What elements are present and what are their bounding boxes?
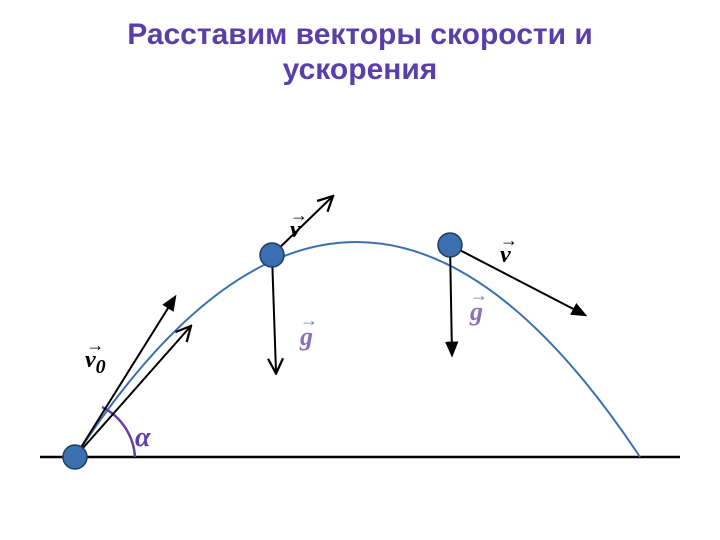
label-v1: → v [290,217,301,244]
label-v0-sub: 0 [96,356,106,378]
trajectory-point [260,243,284,267]
vec-arrow-icon: → [85,335,106,356]
title-line2: ускорения [283,53,438,86]
angle-arc [102,407,135,457]
points-group [63,233,462,469]
label-alpha-text: α [135,422,151,453]
vec-arrow-icon: → [300,310,313,331]
label-alpha: α [135,422,151,454]
vec-arrow-icon: → [500,230,511,251]
page-title: Расставим векторы скорости и ускорения [0,18,720,87]
label-g2: → g [470,297,483,327]
vec-arrow-icon: → [290,205,301,226]
vec-arrow-icon: → [470,285,483,306]
vector-arrow [450,245,452,355]
diagram-svg [0,87,720,527]
label-g1: → g [300,322,313,352]
title-line1: Расставим векторы скорости и [127,18,593,51]
label-v0: → v0 [85,347,106,379]
trajectory-point [63,445,87,469]
trajectory-curve [75,242,640,457]
vector-arrow [272,255,276,372]
label-v2: → v [500,242,511,269]
trajectory-diagram: → v0 → v → v → g → g α [0,87,720,527]
trajectory-point [438,233,462,257]
